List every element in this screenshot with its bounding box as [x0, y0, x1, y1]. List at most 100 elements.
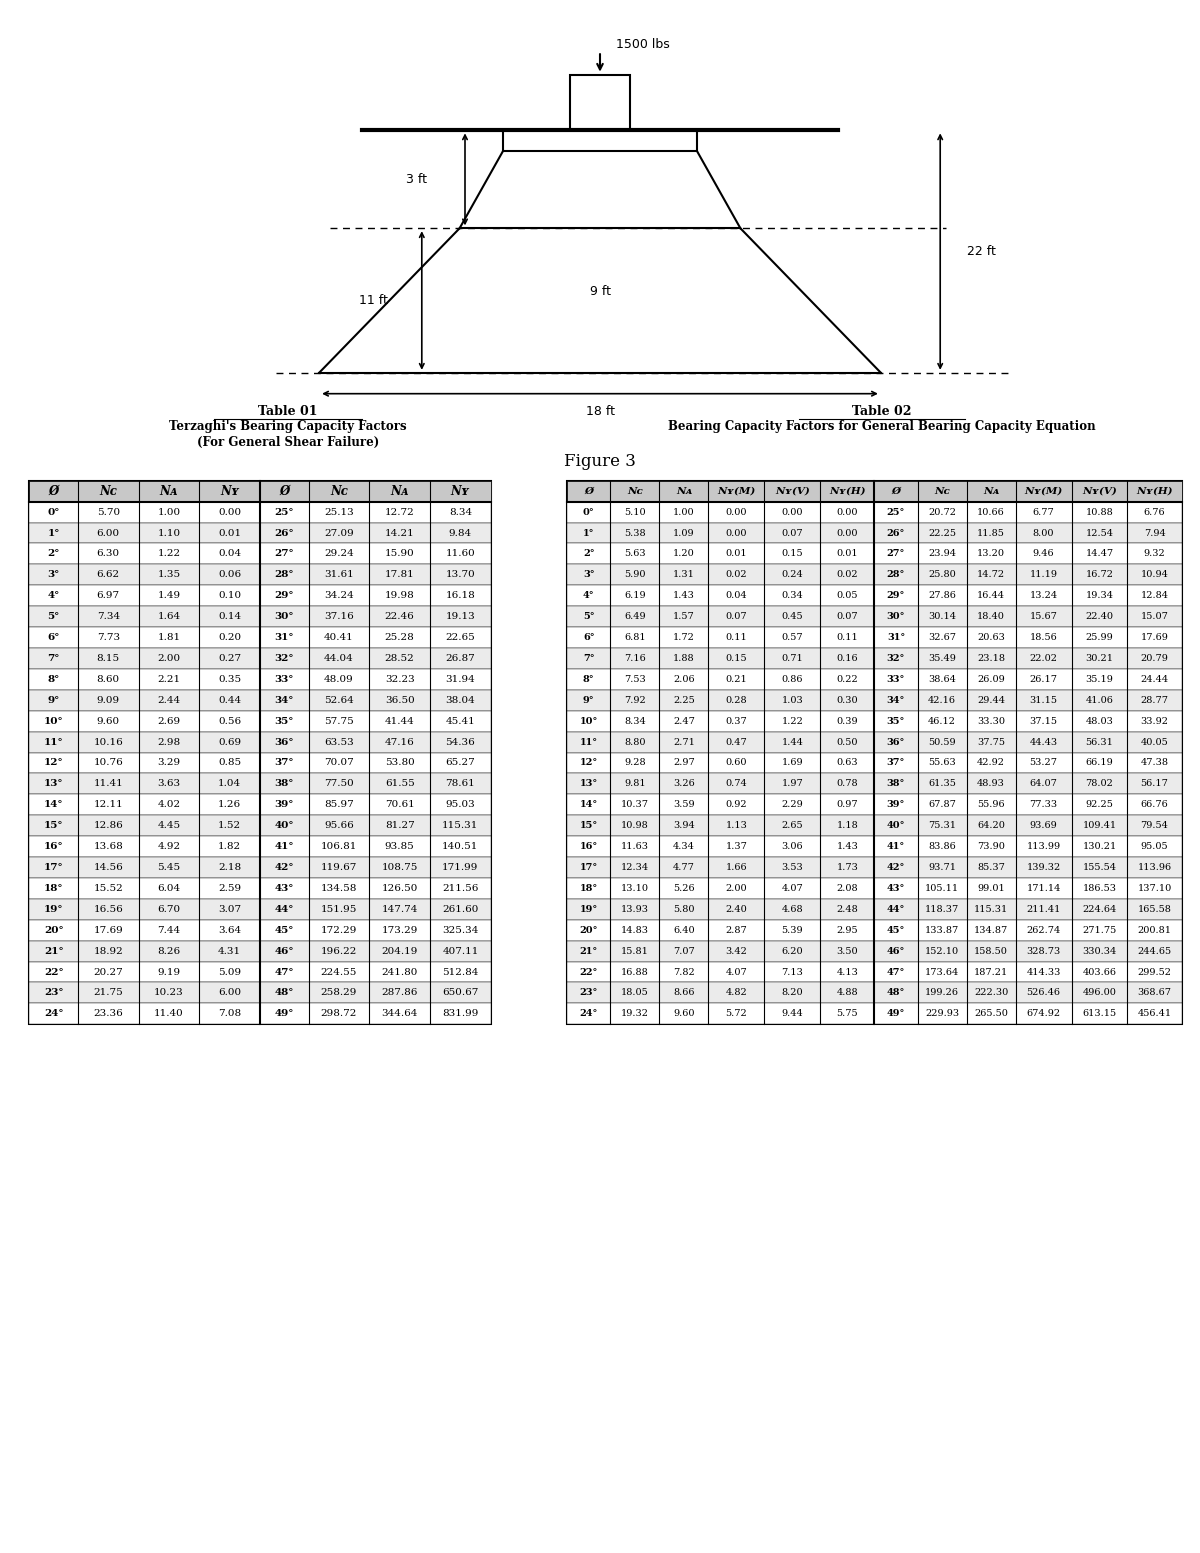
- Text: 95.03: 95.03: [445, 800, 475, 809]
- Text: 16°: 16°: [43, 842, 64, 851]
- Text: 5.90: 5.90: [624, 570, 646, 579]
- Text: 15.07: 15.07: [1140, 612, 1169, 621]
- Text: 1.88: 1.88: [673, 654, 695, 663]
- Text: 22.25: 22.25: [928, 528, 956, 537]
- Text: 325.34: 325.34: [443, 926, 479, 935]
- Text: 21°: 21°: [580, 947, 598, 955]
- Text: 9.84: 9.84: [449, 528, 472, 537]
- Text: 23.94: 23.94: [928, 550, 956, 559]
- Text: 95.66: 95.66: [324, 822, 354, 831]
- Bar: [568, 648, 1182, 669]
- Text: 48°: 48°: [887, 988, 905, 997]
- Text: 456.41: 456.41: [1138, 1009, 1171, 1019]
- Text: 14°: 14°: [44, 800, 64, 809]
- Text: 12.11: 12.11: [94, 800, 124, 809]
- Text: 8°: 8°: [583, 676, 595, 683]
- Text: 105.11: 105.11: [925, 884, 959, 893]
- Text: 0.47: 0.47: [726, 738, 748, 747]
- Bar: [29, 857, 491, 877]
- Text: 199.26: 199.26: [925, 988, 959, 997]
- Text: 0.14: 0.14: [218, 612, 241, 621]
- Text: 261.60: 261.60: [443, 905, 479, 913]
- Text: 0.28: 0.28: [726, 696, 748, 705]
- Text: Nʏ(M): Nʏ(M): [718, 486, 756, 495]
- Text: 35.19: 35.19: [1086, 676, 1114, 683]
- Text: 13.20: 13.20: [977, 550, 1006, 559]
- Text: 11.40: 11.40: [154, 1009, 184, 1019]
- Text: 0.06: 0.06: [218, 570, 241, 579]
- Text: 66.76: 66.76: [1141, 800, 1169, 809]
- Text: 158.50: 158.50: [974, 947, 1008, 955]
- Text: 9.60: 9.60: [673, 1009, 695, 1019]
- Text: 1.73: 1.73: [836, 863, 858, 871]
- Text: 2.25: 2.25: [673, 696, 695, 705]
- Text: 7.73: 7.73: [97, 634, 120, 641]
- Bar: [29, 773, 491, 794]
- Text: 27°: 27°: [275, 550, 294, 559]
- Text: 5.63: 5.63: [624, 550, 646, 559]
- Text: 211.41: 211.41: [1026, 905, 1061, 913]
- Text: 4°: 4°: [48, 592, 60, 599]
- Text: 134.58: 134.58: [320, 884, 358, 893]
- Text: 2.65: 2.65: [781, 822, 803, 831]
- Text: 8.00: 8.00: [1033, 528, 1055, 537]
- Text: 2.47: 2.47: [673, 716, 695, 725]
- Text: 26.17: 26.17: [1030, 676, 1057, 683]
- Bar: [568, 836, 1182, 857]
- Text: 18°: 18°: [580, 884, 598, 893]
- Text: 0.56: 0.56: [218, 716, 241, 725]
- Text: 4.77: 4.77: [673, 863, 695, 871]
- Text: 3.26: 3.26: [673, 780, 695, 789]
- Text: 44.43: 44.43: [1030, 738, 1057, 747]
- Text: 0.11: 0.11: [836, 634, 858, 641]
- Bar: [568, 481, 1182, 502]
- Text: 32.67: 32.67: [928, 634, 956, 641]
- Text: 0.30: 0.30: [836, 696, 858, 705]
- Text: 27°: 27°: [887, 550, 905, 559]
- Text: 40.41: 40.41: [324, 634, 354, 641]
- Text: 22.46: 22.46: [385, 612, 414, 621]
- Text: 93.69: 93.69: [1030, 822, 1057, 831]
- Text: 0.00: 0.00: [836, 528, 858, 537]
- Text: 78.02: 78.02: [1086, 780, 1114, 789]
- Text: 12°: 12°: [580, 758, 598, 767]
- Text: 24°: 24°: [44, 1009, 64, 1019]
- Text: 81.27: 81.27: [385, 822, 414, 831]
- Bar: [29, 648, 491, 669]
- Text: Nʏ(M): Nʏ(M): [1025, 486, 1063, 495]
- Bar: [29, 585, 491, 606]
- Text: 1.09: 1.09: [673, 528, 695, 537]
- Text: 186.53: 186.53: [1082, 884, 1116, 893]
- Text: 29°: 29°: [275, 592, 294, 599]
- Text: 0.01: 0.01: [218, 528, 241, 537]
- Text: 12.34: 12.34: [620, 863, 649, 871]
- Text: 0.22: 0.22: [836, 676, 858, 683]
- Text: Nʏ: Nʏ: [220, 485, 239, 497]
- Text: 6.97: 6.97: [97, 592, 120, 599]
- Text: 8.15: 8.15: [97, 654, 120, 663]
- Text: 28.77: 28.77: [1140, 696, 1169, 705]
- Text: 25.28: 25.28: [385, 634, 414, 641]
- Text: 13.10: 13.10: [620, 884, 649, 893]
- Text: 20.63: 20.63: [977, 634, 1006, 641]
- Text: 40.05: 40.05: [1141, 738, 1169, 747]
- Text: 1.69: 1.69: [781, 758, 803, 767]
- Bar: [29, 941, 491, 961]
- Text: 6.70: 6.70: [157, 905, 180, 913]
- Text: 1.22: 1.22: [157, 550, 180, 559]
- Text: 10.88: 10.88: [1086, 508, 1114, 517]
- Text: 42.92: 42.92: [977, 758, 1006, 767]
- Text: 64.20: 64.20: [977, 822, 1006, 831]
- Text: 26.87: 26.87: [445, 654, 475, 663]
- Text: 2°: 2°: [583, 550, 595, 559]
- Text: 0.07: 0.07: [781, 528, 803, 537]
- Text: 19°: 19°: [580, 905, 598, 913]
- Text: 4.02: 4.02: [157, 800, 180, 809]
- Text: 21.75: 21.75: [94, 988, 124, 997]
- Bar: [568, 544, 1182, 564]
- Text: 11°: 11°: [580, 738, 598, 747]
- Text: 10°: 10°: [43, 716, 64, 725]
- Text: 0.15: 0.15: [726, 654, 748, 663]
- Text: 2°: 2°: [47, 550, 60, 559]
- Text: 5.09: 5.09: [218, 968, 241, 977]
